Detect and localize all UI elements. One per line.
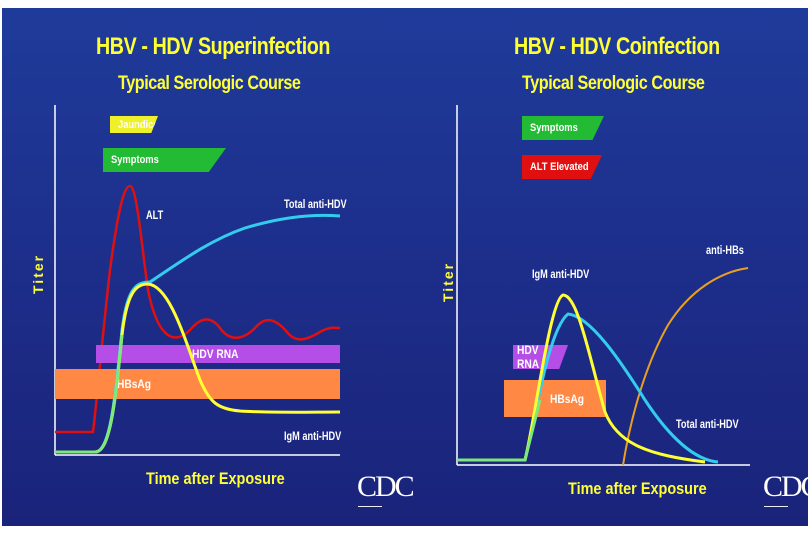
slide-background — [2, 8, 808, 526]
right-hdv-rna-bar: HDV RNA — [513, 345, 568, 369]
right-cdc-logo: CDC — [763, 470, 810, 503]
left-symptoms-tag: Symptoms — [103, 148, 226, 172]
right-total-anti-hdv-curve — [457, 312, 719, 464]
right-subtitle: Typical Serologic Course — [522, 73, 705, 94]
left-total-anti-hdv-label: Total anti-HDV — [284, 199, 347, 211]
left-x-axis-title: Time after Exposure — [146, 469, 285, 488]
right-igm-anti-hdv-label: IgM anti-HDV — [532, 269, 590, 281]
left-cdc-logo: CDC — [357, 470, 415, 503]
right-anti-hbs-curve — [622, 267, 749, 466]
right-alt-elevated-tag: ALT Elevated — [522, 155, 602, 179]
right-igm-anti-hdv-curve — [457, 293, 706, 464]
left-subtitle: Typical Serologic Course — [118, 73, 301, 94]
right-x-axis-title: Time after Exposure — [568, 479, 707, 498]
right-cdc-logo-mark: ▬▬▬▬▬▬▬▬ — [764, 504, 788, 508]
left-cdc-logo-mark: ▬▬▬▬▬▬▬▬ — [358, 504, 382, 508]
left-title: HBV - HDV Superinfection — [96, 33, 330, 60]
right-onset-overlap — [457, 399, 542, 462]
left-igm-anti-hdv-label: IgM anti-HDV — [284, 431, 342, 443]
left-hdv-rna-bar: HDV RNA — [96, 345, 340, 363]
right-title: HBV - HDV Coinfection — [514, 33, 720, 60]
right-anti-hbs-label: anti-HBs — [706, 245, 744, 257]
left-alt-curve — [55, 184, 341, 434]
left-onset-overlap — [55, 334, 124, 454]
left-jaundice-tag: Jaundice — [110, 116, 158, 133]
left-alt-label: ALT — [146, 210, 164, 222]
right-symptoms-tag: Symptoms — [522, 116, 604, 140]
right-total-anti-hdv-label: Total anti-HDV — [676, 419, 739, 431]
right-hbsag-bar: HBsAg — [504, 380, 606, 417]
right-y-axis-title: Titer — [440, 261, 456, 302]
